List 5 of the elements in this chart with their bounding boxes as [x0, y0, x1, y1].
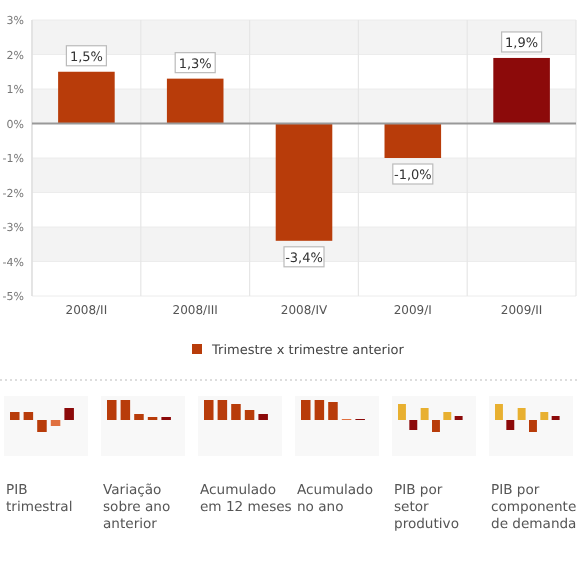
bar [384, 123, 442, 158]
bar [493, 57, 550, 124]
bar [166, 78, 224, 124]
bar [58, 71, 115, 124]
bar [275, 123, 333, 241]
